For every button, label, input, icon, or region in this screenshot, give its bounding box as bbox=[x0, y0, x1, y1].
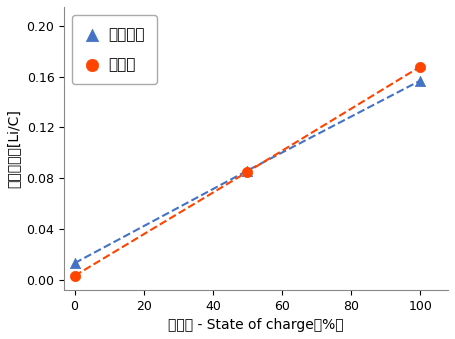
理論値 bbox=[244, 169, 251, 175]
測定結果 bbox=[71, 260, 78, 266]
理論値 bbox=[71, 273, 78, 279]
X-axis label: 充電率 - State of charge（%）: 充電率 - State of charge（%） bbox=[168, 318, 344, 332]
理論値 bbox=[417, 64, 424, 69]
Y-axis label: 原子数比　[Li/C]: 原子数比 [Li/C] bbox=[7, 109, 21, 188]
Legend: 測定結果, 理論値: 測定結果, 理論値 bbox=[72, 15, 157, 84]
測定結果 bbox=[244, 168, 251, 173]
測定結果 bbox=[417, 78, 424, 83]
